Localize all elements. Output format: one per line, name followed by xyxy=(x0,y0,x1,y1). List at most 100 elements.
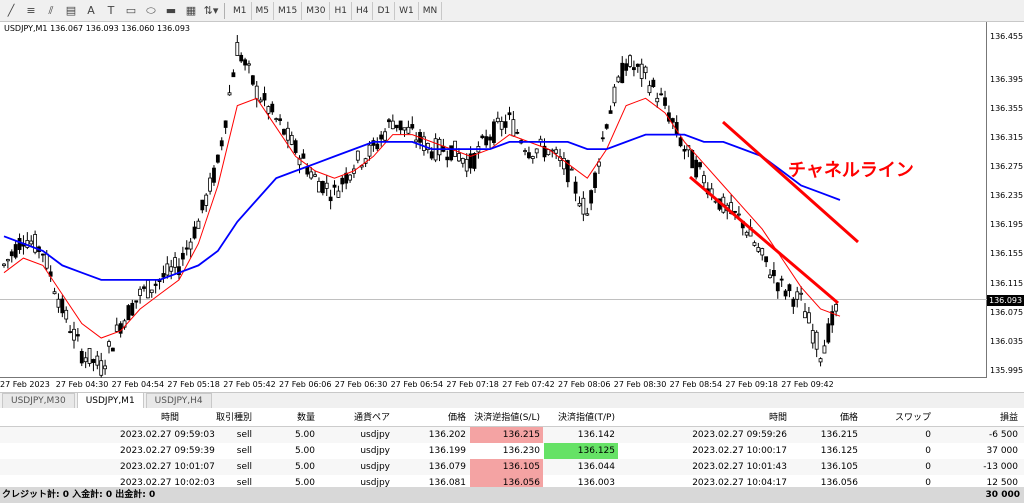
table-row[interactable]: 2023.02.27 09:59:39 sell 5.00 usdjpy 136.199… xyxy=(0,443,1024,459)
table-cell: sell xyxy=(236,430,252,440)
candle-body xyxy=(161,273,166,278)
candle-body xyxy=(460,158,465,164)
candle-body xyxy=(659,93,664,96)
candle-body xyxy=(682,148,687,152)
rectangle-icon[interactable]: ▭ xyxy=(125,4,137,17)
column-header: 価格 xyxy=(447,413,466,423)
table-cell: 37 000 xyxy=(986,446,1019,456)
timeframe-h4-button[interactable]: H4 xyxy=(352,1,374,20)
candle-body xyxy=(597,161,601,167)
candle-body xyxy=(169,266,174,272)
grid-icon[interactable]: ▦ xyxy=(185,4,197,17)
candle-body xyxy=(309,171,314,179)
candle-body xyxy=(779,278,784,281)
trendline-icon[interactable]: ╱ xyxy=(7,4,15,17)
candle-body xyxy=(149,289,154,293)
table-row[interactable]: 2023.02.27 09:59:03 sell 5.00 usdjpy 136.202… xyxy=(0,427,1024,443)
candle-body xyxy=(600,137,605,140)
table-cell: sell xyxy=(236,462,252,472)
candle-body xyxy=(511,119,516,137)
timeframe-m5-button[interactable]: M5 xyxy=(252,1,274,20)
ma-slow-line xyxy=(3,133,841,281)
candle-body xyxy=(285,127,290,141)
candle-body xyxy=(737,213,741,216)
chart-tab[interactable]: USDJPY,M1 xyxy=(76,392,144,408)
candle-body xyxy=(632,67,636,71)
price-tick-label: 136.395 xyxy=(990,75,1024,85)
candle-body xyxy=(13,244,18,258)
fibo-icon[interactable]: ▤ xyxy=(65,4,77,17)
table-cell: 5.00 xyxy=(294,430,315,440)
price-tick-label: 135.995 xyxy=(990,365,1024,375)
price-tick-label: 136.155 xyxy=(990,249,1024,259)
table-cell: 2023.02.27 09:59:39 xyxy=(120,446,215,456)
candle-body xyxy=(282,128,286,135)
candle-body xyxy=(787,284,792,292)
table-cell: 136.125 xyxy=(544,443,618,459)
candle-body xyxy=(367,144,372,157)
candle-body xyxy=(414,139,419,143)
candle-body xyxy=(188,241,193,250)
timeframe-m15-button[interactable]: M15 xyxy=(274,1,303,20)
table-cell: 136.105 xyxy=(470,459,543,475)
candle-body xyxy=(348,174,352,181)
candle-body xyxy=(495,117,500,123)
candle-body xyxy=(99,360,104,376)
table-cell: -6 500 xyxy=(988,430,1018,440)
column-header: 決済指値(T/P) xyxy=(558,413,615,423)
candle-body xyxy=(301,153,306,159)
timeframe-h1-button[interactable]: H1 xyxy=(330,1,352,20)
text-tool-icon[interactable]: A xyxy=(87,4,95,17)
table-cell: 136.125 xyxy=(820,446,858,456)
candle-body xyxy=(383,131,387,141)
candle-body xyxy=(744,231,749,236)
table-cell: 5.00 xyxy=(294,478,315,488)
time-tick-label: 27 Feb 2023 xyxy=(0,380,50,389)
candle-body xyxy=(690,150,695,169)
time-tick-label: 27 Feb 05:18 xyxy=(167,380,220,389)
candle-body xyxy=(227,92,232,96)
candle-body xyxy=(830,311,835,326)
hline-icon[interactable]: ≡ xyxy=(26,4,36,17)
candle-body xyxy=(9,251,14,257)
timeframe-m30-button[interactable]: M30 xyxy=(302,1,331,20)
chart-toolbar: ╱ ≡ ⫽ ▤ A T ▭ ⬭ ▬ ▦ ⇅▾ M1 M5 M15 M30 H1 H4 D1 W… xyxy=(0,0,1024,22)
table-cell: 136.081 xyxy=(428,478,466,488)
timeframe-mn-button[interactable]: MN xyxy=(419,1,443,20)
candle-body xyxy=(317,180,321,193)
candle-body xyxy=(173,257,177,268)
time-tick-label: 27 Feb 08:06 xyxy=(558,380,611,389)
table-cell: -13 000 xyxy=(983,462,1018,472)
price-tick-label: 136.035 xyxy=(990,336,1024,346)
timeframe-d1-button[interactable]: D1 xyxy=(373,1,396,20)
arrows-dropdown-icon[interactable]: ⇅▾ xyxy=(203,4,219,17)
candle-body xyxy=(177,266,181,276)
candle-body xyxy=(332,184,337,188)
candle-body xyxy=(72,328,76,341)
timeframe-m1-button[interactable]: M1 xyxy=(229,1,252,20)
shapes-icon[interactable]: ▬ xyxy=(165,4,177,17)
candle-body xyxy=(293,140,298,153)
time-tick-label: 27 Feb 07:42 xyxy=(502,380,555,389)
timeframe-w1-button[interactable]: W1 xyxy=(395,1,419,20)
candle-body xyxy=(219,140,224,147)
candle-body xyxy=(480,135,485,139)
price-tick-label: 136.315 xyxy=(990,133,1024,143)
candle-body xyxy=(593,172,597,188)
candle-body xyxy=(231,72,236,78)
candle-body xyxy=(775,282,780,292)
ellipse-icon[interactable]: ⬭ xyxy=(146,3,156,17)
table-row[interactable]: 2023.02.27 10:01:07 sell 5.00 usdjpy 136.079… xyxy=(0,459,1024,475)
chart-tab[interactable]: USDJPY,H4 xyxy=(145,393,212,408)
column-header: 取引種別 xyxy=(215,413,252,423)
candle-body xyxy=(783,290,788,297)
candle-body xyxy=(402,127,407,131)
price-tick-label: 136.275 xyxy=(990,162,1024,172)
chart-tab[interactable]: USDJPY,M30 xyxy=(2,393,75,408)
label-tool-icon[interactable]: T xyxy=(107,4,115,17)
column-header: 価格 xyxy=(839,413,858,423)
candle-body xyxy=(328,196,333,202)
price-tick-label: 136.115 xyxy=(990,278,1024,288)
channel-icon[interactable]: ⫽ xyxy=(48,3,54,17)
chart-area[interactable]: チャネルライン xyxy=(0,22,987,378)
